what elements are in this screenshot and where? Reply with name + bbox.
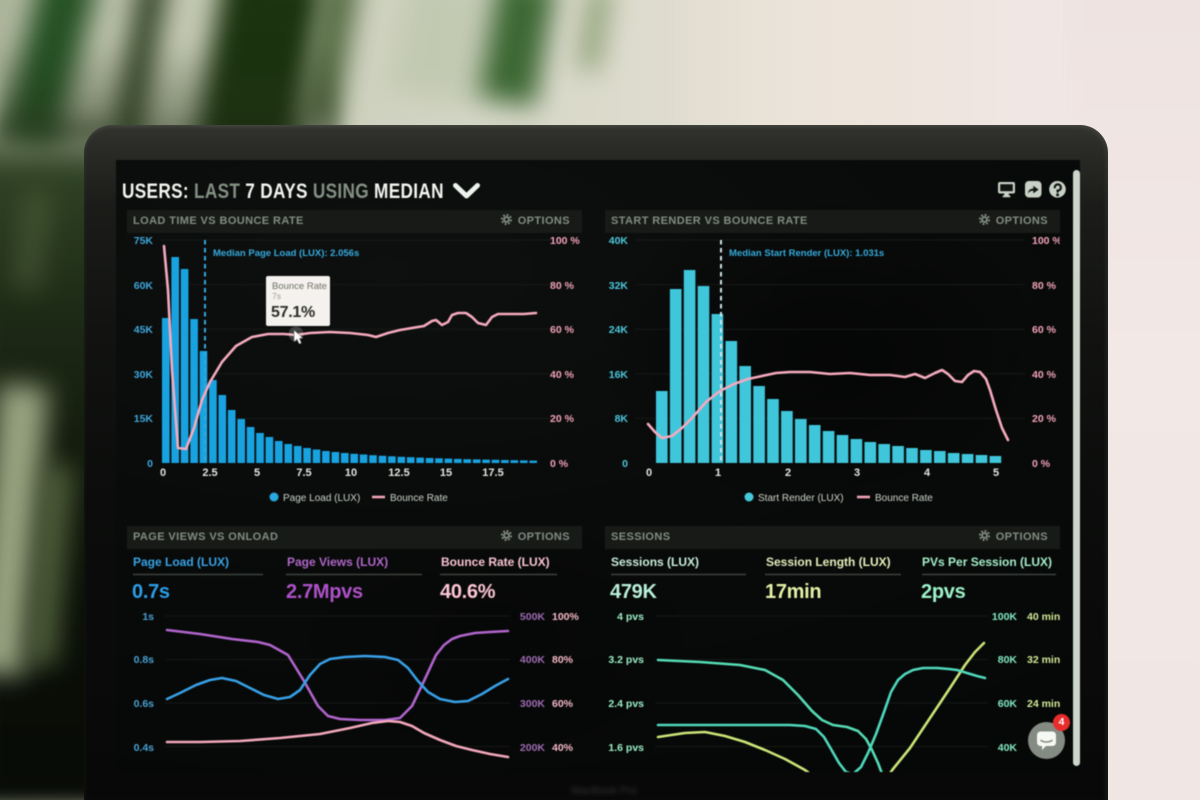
svg-text:40%: 40% xyxy=(552,742,574,754)
svg-text:479K: 479K xyxy=(610,581,657,603)
svg-text:16K: 16K xyxy=(609,369,629,381)
svg-text:PVs Per Session (LUX): PVs Per Session (LUX) xyxy=(922,555,1052,569)
svg-text:80 %: 80 % xyxy=(1032,280,1057,292)
svg-text:8K: 8K xyxy=(615,413,629,425)
svg-text:7.5: 7.5 xyxy=(296,467,311,479)
svg-text:4 pvs: 4 pvs xyxy=(617,611,644,623)
svg-text:100%: 100% xyxy=(552,611,580,623)
svg-text:57.1%: 57.1% xyxy=(271,304,315,321)
svg-text:Bounce Rate: Bounce Rate xyxy=(875,493,933,504)
svg-text:1.6 pvs: 1.6 pvs xyxy=(608,742,644,754)
svg-text:24K: 24K xyxy=(609,324,629,336)
svg-text:80K: 80K xyxy=(998,654,1018,666)
svg-text:3: 3 xyxy=(854,467,860,479)
svg-text:0.4s: 0.4s xyxy=(134,742,155,754)
svg-text:2.5: 2.5 xyxy=(202,467,217,479)
svg-text:Bounce Rate (LUX): Bounce Rate (LUX) xyxy=(441,555,550,569)
svg-text:400K: 400K xyxy=(520,654,546,666)
svg-text:17.5: 17.5 xyxy=(482,467,503,479)
svg-text:0 %: 0 % xyxy=(1032,458,1051,470)
svg-text:15: 15 xyxy=(440,467,452,479)
svg-text:40 min: 40 min xyxy=(1027,611,1060,623)
svg-text:7s: 7s xyxy=(272,291,281,301)
svg-text:5: 5 xyxy=(254,467,260,479)
svg-text:100 %: 100 % xyxy=(1032,235,1060,247)
svg-text:80%: 80% xyxy=(552,654,574,666)
svg-text:12.5: 12.5 xyxy=(388,467,409,479)
svg-text:60 %: 60 % xyxy=(550,324,575,336)
svg-text:32K: 32K xyxy=(609,280,629,292)
svg-text:17min: 17min xyxy=(765,581,821,603)
svg-text:Page Load (LUX): Page Load (LUX) xyxy=(133,555,229,569)
svg-text:0 %: 0 % xyxy=(550,458,569,470)
svg-text:Median Page Load (LUX): 2.056s: Median Page Load (LUX): 2.056s xyxy=(213,248,359,259)
svg-text:45K: 45K xyxy=(134,324,154,336)
svg-text:2pvs: 2pvs xyxy=(921,581,966,603)
svg-text:Session Length (LUX): Session Length (LUX) xyxy=(766,555,891,569)
svg-text:Page Views (LUX): Page Views (LUX) xyxy=(287,555,388,569)
svg-text:0: 0 xyxy=(622,458,628,470)
svg-text:60 %: 60 % xyxy=(1032,324,1057,336)
svg-text:60K: 60K xyxy=(134,280,154,292)
svg-text:10: 10 xyxy=(345,467,357,479)
svg-text:40.6%: 40.6% xyxy=(440,581,496,603)
svg-text:0: 0 xyxy=(160,467,166,479)
svg-text:20 %: 20 % xyxy=(550,413,575,425)
svg-text:60K: 60K xyxy=(998,698,1018,710)
svg-text:Page Load (LUX): Page Load (LUX) xyxy=(283,493,360,504)
svg-text:2: 2 xyxy=(785,467,791,479)
svg-text:75K: 75K xyxy=(134,235,154,247)
svg-text:5: 5 xyxy=(993,467,999,479)
svg-text:Sessions (LUX): Sessions (LUX) xyxy=(611,555,699,569)
svg-text:3.2 pvs: 3.2 pvs xyxy=(608,654,644,666)
svg-text:32 min: 32 min xyxy=(1027,654,1060,666)
svg-text:60%: 60% xyxy=(552,698,574,710)
svg-text:1s: 1s xyxy=(142,611,154,623)
svg-text:15K: 15K xyxy=(134,413,154,425)
svg-text:0.8s: 0.8s xyxy=(134,654,155,666)
svg-text:0: 0 xyxy=(646,467,652,479)
svg-text:80 %: 80 % xyxy=(550,280,575,292)
svg-text:40K: 40K xyxy=(609,235,629,247)
svg-text:2.7Mpvs: 2.7Mpvs xyxy=(286,581,363,603)
svg-text:500K: 500K xyxy=(520,611,546,623)
svg-text:2.4 pvs: 2.4 pvs xyxy=(608,698,644,710)
svg-text:40 %: 40 % xyxy=(1032,369,1057,381)
svg-text:24 min: 24 min xyxy=(1027,698,1060,710)
svg-text:Bounce Rate: Bounce Rate xyxy=(390,493,448,504)
svg-text:Start Render (LUX): Start Render (LUX) xyxy=(758,493,844,504)
svg-text:0.6s: 0.6s xyxy=(134,698,155,710)
svg-text:40 %: 40 % xyxy=(550,369,575,381)
svg-text:200K: 200K xyxy=(520,742,546,754)
svg-text:20 %: 20 % xyxy=(1032,413,1057,425)
svg-text:4: 4 xyxy=(924,467,931,479)
svg-text:Bounce Rate: Bounce Rate xyxy=(272,281,327,292)
svg-text:1: 1 xyxy=(715,467,721,479)
svg-text:0: 0 xyxy=(147,458,153,470)
svg-text:40K: 40K xyxy=(998,742,1018,754)
svg-text:Median Start Render (LUX): 1.0: Median Start Render (LUX): 1.031s xyxy=(729,248,884,259)
svg-text:300K: 300K xyxy=(520,698,546,710)
svg-text:100K: 100K xyxy=(992,611,1018,623)
svg-text:100 %: 100 % xyxy=(550,235,580,247)
svg-text:30K: 30K xyxy=(134,369,154,381)
svg-text:0.7s: 0.7s xyxy=(132,581,170,603)
